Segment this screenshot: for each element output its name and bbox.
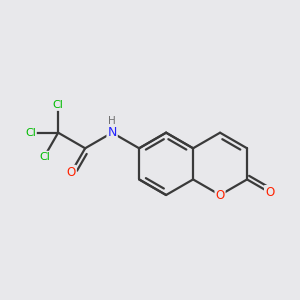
Text: O: O: [67, 166, 76, 179]
Text: O: O: [215, 188, 225, 202]
Text: Cl: Cl: [25, 128, 36, 138]
Text: O: O: [265, 186, 274, 199]
Text: Cl: Cl: [53, 100, 64, 110]
Text: N: N: [107, 126, 117, 139]
Text: Cl: Cl: [39, 152, 50, 162]
Text: H: H: [108, 116, 116, 126]
